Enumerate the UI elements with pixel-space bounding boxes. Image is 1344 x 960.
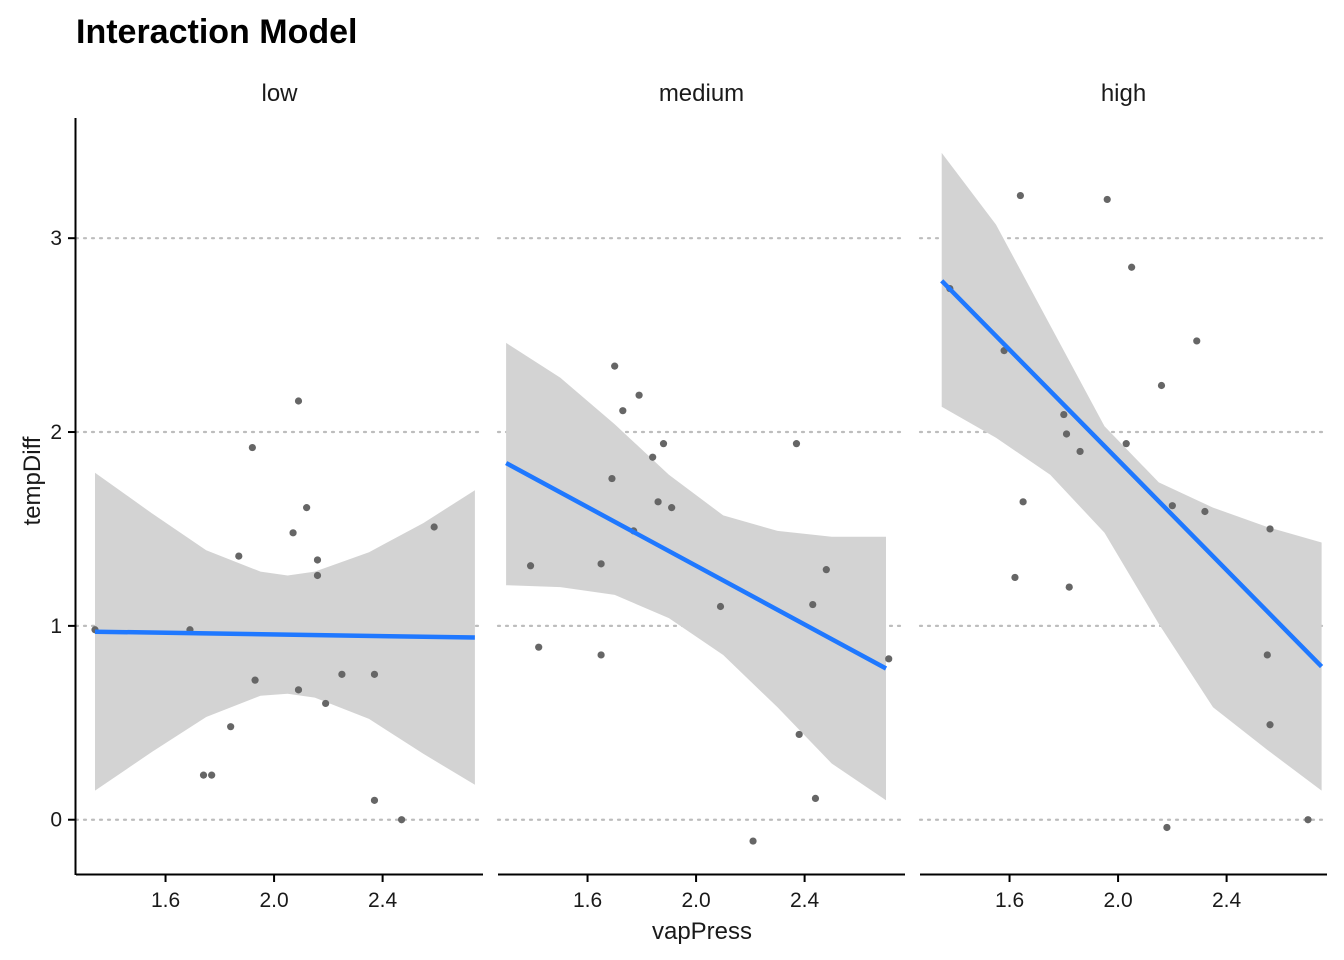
data-point [235,552,243,560]
data-point [795,730,803,739]
y-tick-label: 2 [50,421,62,444]
data-point [535,643,543,651]
facet-strip-label: low [261,80,298,107]
facet-panel-medium: medium 1.6 2.0 2.4 [496,80,907,912]
facet-panel-high: high 1.6 2.0 2.4 [918,80,1329,912]
data-point [1065,583,1073,591]
data-point [1163,823,1171,832]
data-point [303,504,311,512]
data-point [1157,381,1166,390]
x-tick-label: 2.4 [1212,889,1242,912]
data-point [430,523,438,531]
data-point [822,566,830,574]
data-point [597,560,605,568]
y-tick-label: 3 [50,227,62,250]
facet-strip-label: medium [659,80,744,107]
data-point [809,600,817,609]
data-point [1266,525,1274,533]
x-tick-label: 1.6 [995,889,1024,912]
data-point [289,529,297,537]
regression-line [505,461,888,671]
data-point [716,602,725,611]
data-point [1304,816,1312,824]
data-point [659,440,668,448]
x-tick-label: 2.4 [790,889,820,912]
x-tick-label: 2.0 [681,889,710,912]
data-point [1016,191,1024,200]
data-point [313,556,322,564]
data-point [1168,502,1176,510]
data-point [608,474,616,483]
data-point [792,440,801,448]
regression-line [940,279,1324,669]
data-point [370,796,379,804]
data-point [1122,440,1130,448]
x-tick-label: 2.4 [368,889,398,912]
data-point [1201,507,1209,516]
data-point [227,723,235,731]
data-point [313,571,322,580]
data-point [199,771,208,779]
data-point [619,407,627,415]
chart-title: Interaction Model [76,13,357,51]
data-point [1128,263,1136,271]
data-point [1019,498,1027,506]
y-tick-label: 0 [50,809,62,832]
data-point [208,771,216,779]
data-point [338,670,346,678]
y-axis-title: tempDiff [19,436,46,525]
facet-strip-label: high [1101,80,1146,107]
data-point [611,362,619,370]
data-point [668,504,676,512]
x-axis-title: vapPress [652,918,752,945]
data-point [1193,337,1201,345]
y-tick-label: 1 [50,615,62,638]
x-tick-label: 1.6 [151,889,180,912]
data-point [1266,721,1274,729]
data-point [1060,410,1068,419]
data-point [370,670,379,678]
data-point [322,699,330,708]
x-tick-label: 2.0 [259,889,288,912]
facet-panel-low: low 1.6 2.0 2.4 0 1 2 3 [50,80,485,912]
data-point [1062,430,1071,438]
data-point [597,651,605,659]
data-point [294,686,303,694]
x-tick-label: 2.0 [1103,889,1132,912]
data-point [749,837,757,845]
data-point [1011,573,1019,582]
data-point [398,816,406,824]
data-point [885,655,893,663]
data-point [526,562,535,570]
regression-line [94,629,475,640]
data-point [1103,195,1111,204]
data-point [294,397,303,405]
x-tick-label: 1.6 [573,889,602,912]
data-point [248,443,256,452]
data-point [1076,447,1084,456]
panels-layer: low 1.6 2.0 2.4 0 1 2 3 medium 1.6 2.0 2.4 high 1.6 2.… [50,80,1329,912]
confidence-ribbon [506,342,886,801]
data-point [654,498,662,506]
data-point [1263,651,1271,659]
data-point [251,676,259,684]
data-point [649,453,657,461]
data-point [811,794,820,803]
data-point [635,391,643,399]
confidence-ribbon [95,472,475,791]
